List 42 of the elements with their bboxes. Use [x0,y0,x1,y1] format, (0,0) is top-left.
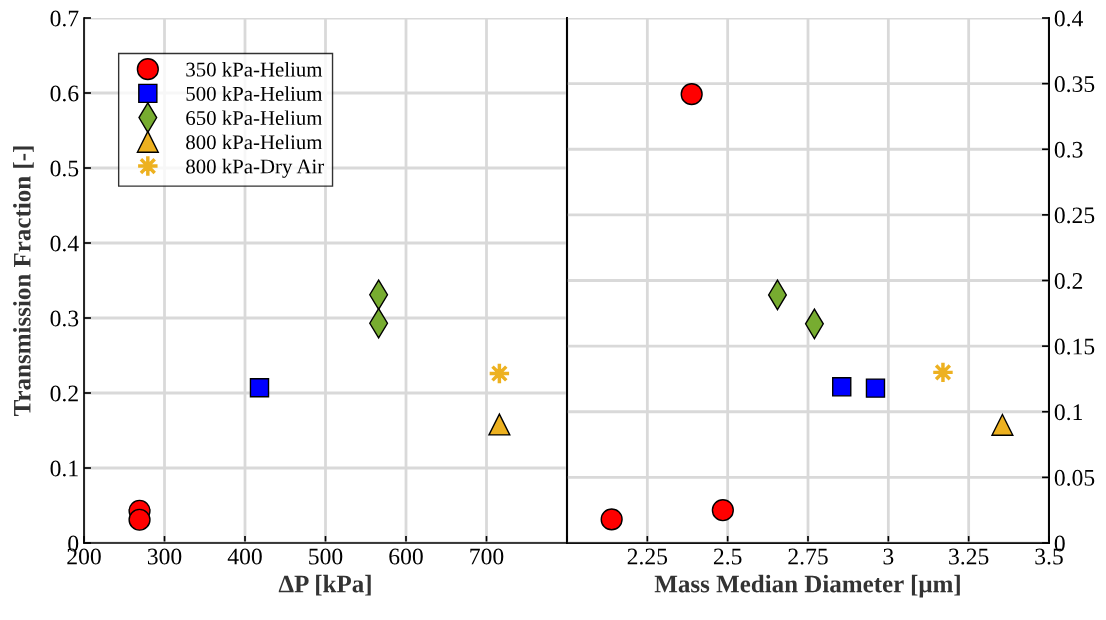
x-tick-label: 2.75 [788,548,828,565]
y-tick-label: 0.7 [50,10,79,27]
point [249,378,270,398]
x-tick-label: 2.5 [713,548,742,565]
point [991,413,1014,436]
x-tick-label: 500 [309,548,343,565]
legend-label: 800 kPa-Helium [186,134,323,150]
x-tick-label: 2.25 [627,548,668,565]
y-tick-label: 0.5 [50,160,79,177]
y-tick-label: 0.2 [50,385,78,402]
x-axis-title: ΔP [kPa] [278,574,371,596]
y2-tick-label: 0.05 [1054,469,1095,486]
x-tick-label: 700 [470,548,504,565]
x-tick-label: 3.25 [949,548,989,565]
y-axis-title: Transmission Fraction [-] [13,146,34,416]
point [711,499,734,522]
legend-label: 650 kPa-Helium [186,110,323,126]
y2-tick-label: 0.2 [1054,272,1083,290]
y2-tick-label: 0.15 [1054,338,1095,355]
y-tick-label: 0.1 [50,460,78,477]
point [832,377,852,397]
point [488,413,511,436]
y-tick-label: 0.4 [50,235,79,252]
y-tick-label: 0.3 [50,310,79,327]
legend-label: 800 kPa-Dry Air [186,158,325,178]
x-axis-title: Mass Median Diameter [μm] [654,574,960,598]
x-tick-label: 400 [227,548,262,565]
y2-tick-label: 0.4 [1054,10,1084,27]
point [865,378,886,398]
legend-label: 350 kPa-Helium [186,61,323,77]
y-tick-label: 0.6 [50,85,79,102]
y2-tick-label: 0.35 [1054,76,1095,93]
point [600,508,623,531]
legend-label: 500 kPa-Helium [186,86,323,101]
y2-tick-label: 0.1 [1054,404,1082,421]
point [128,508,151,531]
x-tick-label: 3 [883,548,894,565]
y2-tick-label: 0.3 [1054,141,1083,158]
point [680,83,703,106]
x-tick-label: 600 [389,548,423,565]
x-tick-label: 300 [147,548,182,565]
y2-tick-label: 0.25 [1054,207,1095,224]
